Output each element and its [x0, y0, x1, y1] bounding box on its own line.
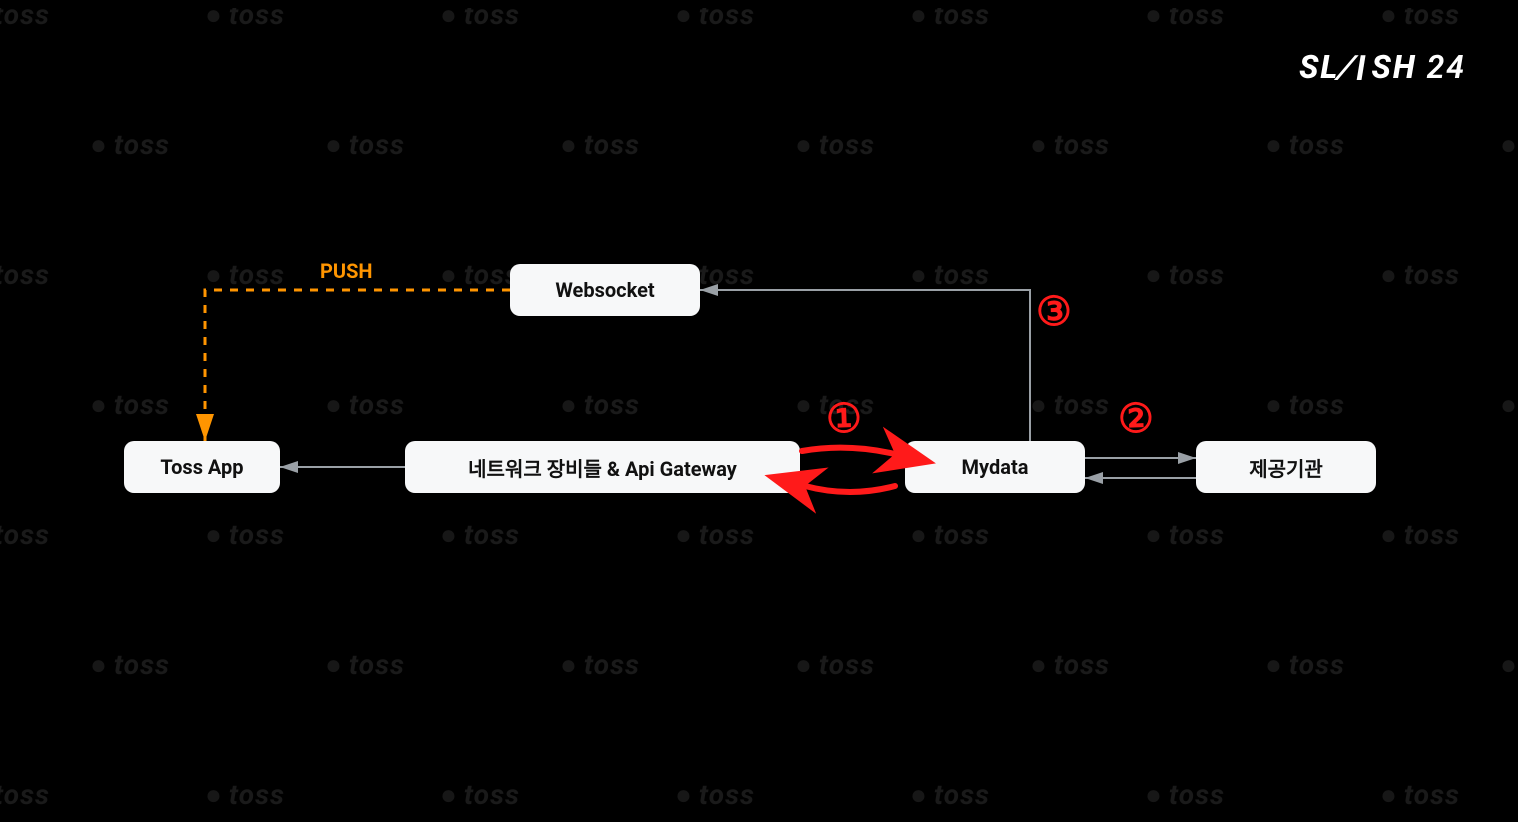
arrows-layer: [0, 8, 1518, 814]
node-mydata-label: Mydata: [962, 455, 1029, 479]
red-arrow-1: [802, 448, 895, 454]
slide: tosstosstosstosstosstosstosstosstosstoss…: [0, 8, 1518, 814]
logo-part-sh: SH: [1372, 48, 1417, 86]
anno-1: ①: [825, 394, 862, 442]
logo-slash-icon: /\: [1334, 48, 1376, 86]
anno-1-text: ①: [825, 395, 862, 441]
node-gateway-label: 네트워크 장비들 & Api Gateway: [468, 453, 737, 482]
node-websocket: Websocket: [510, 264, 700, 316]
logo-part-24: 24: [1427, 48, 1466, 86]
node-provider-label: 제공기관: [1249, 453, 1323, 482]
anno-2-text: ②: [1117, 395, 1154, 441]
node-provider: 제공기관: [1196, 441, 1376, 493]
node-gateway: 네트워크 장비들 & Api Gateway: [405, 441, 800, 493]
node-mydata: Mydata: [905, 441, 1085, 493]
stage: tosstosstosstosstosstosstosstosstosstoss…: [0, 0, 1518, 822]
websocket-from-mydata: [700, 290, 1030, 441]
logo-part-sl: SL: [1299, 48, 1339, 86]
logo-slash24: SL/\SH 24: [1299, 48, 1466, 86]
watermark-layer: tosstosstosstosstosstosstosstosstosstoss…: [0, 8, 1518, 814]
red-arrow-2: [805, 486, 895, 492]
node-toss-app: Toss App: [124, 441, 280, 493]
anno-3: ③: [1035, 287, 1072, 335]
anno-3-text: ③: [1035, 288, 1072, 334]
push-label-text: PUSH: [320, 259, 373, 283]
push-dashed: [205, 290, 510, 441]
anno-2: ②: [1117, 394, 1154, 442]
node-toss-app-label: Toss App: [160, 455, 243, 479]
node-websocket-label: Websocket: [555, 278, 654, 302]
push-label: PUSH: [320, 259, 373, 283]
